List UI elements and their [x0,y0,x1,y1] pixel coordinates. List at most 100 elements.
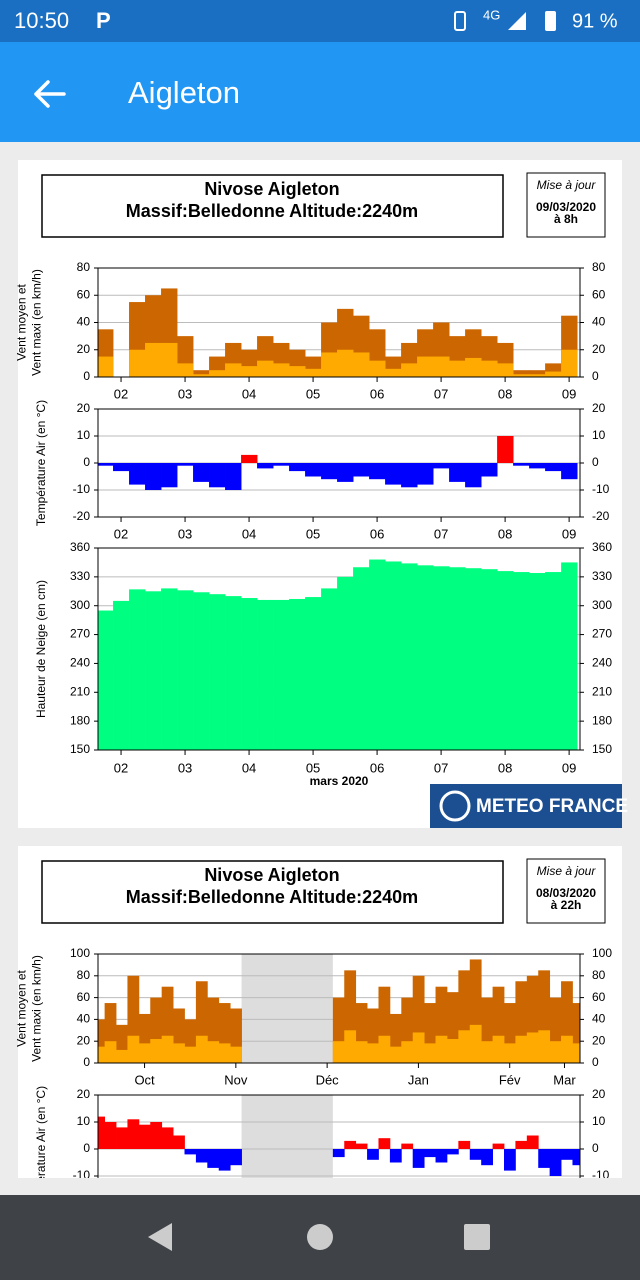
x-tick-label: 06 [370,526,384,541]
chart-title: Massif:Belledonne Altitude:2240m [126,201,418,221]
chart-title: Massif:Belledonne Altitude:2240m [126,887,418,907]
data-column [241,454,258,463]
x-tick-label: Nov [224,1072,248,1087]
data-column [193,592,210,750]
data-column [561,1035,573,1063]
data-column [184,1019,197,1063]
data-column [355,1143,368,1149]
update-info: Mise à jour [537,178,597,192]
data-column [225,363,242,377]
y-tick-label: 330 [70,569,90,583]
data-column [344,1140,357,1149]
y-tick-label: 10 [592,428,606,442]
y-tick-label: 20 [77,1033,91,1047]
data-column [465,463,482,488]
data-column [458,1030,471,1063]
data-column [378,986,391,1063]
y-axis-label: Vent moyen et [15,969,29,1046]
data-column [446,992,459,1063]
data-column [116,1127,128,1149]
y-axis-label: Vent moyen et [15,283,29,360]
x-tick-label: Jan [408,1072,429,1087]
y-axis-label: Température Air (en °C) [34,1086,48,1212]
data-column [549,1041,562,1063]
data-column [572,1149,581,1166]
y-tick-label: 20 [77,1087,91,1101]
y-axis-label: Température Air (en °C) [34,400,48,526]
y-tick-label: -20 [592,509,610,523]
data-column [161,588,178,750]
data-column [417,356,434,377]
nav-home[interactable] [307,1224,333,1250]
data-column [529,374,546,377]
y-tick-label: 0 [592,1055,599,1069]
data-column [417,463,434,485]
data-column [538,970,551,1063]
data-column [127,975,140,1063]
data-column [230,1046,242,1063]
data-column [545,463,562,472]
nav-back[interactable] [148,1223,172,1251]
data-column [378,1138,391,1149]
data-column [469,1149,482,1160]
x-tick-label: 08 [498,386,512,401]
data-column [98,463,114,466]
y-tick-label: 10 [77,428,91,442]
x-tick-label: 02 [114,386,128,401]
nav-recents[interactable] [464,1224,490,1250]
x-tick-label: 09 [562,526,576,541]
x-tick-label: Fév [499,1072,521,1087]
data-column [127,1035,140,1063]
x-tick-label: 07 [434,526,448,541]
data-column [161,1035,174,1063]
y-axis-label: Hauteur de Neige (en cm) [34,580,48,718]
data-column [241,366,258,377]
x-tick-label: 06 [370,760,384,775]
x-tick-label: 07 [434,386,448,401]
y-tick-label: 40 [592,315,606,329]
x-tick-label: Oct [134,1072,155,1087]
y-tick-label: 270 [592,627,612,641]
data-column [355,1003,368,1063]
data-column [344,1030,357,1063]
data-column [481,1149,493,1166]
data-column [529,370,546,377]
data-column [561,1149,573,1160]
status-bar [0,0,640,42]
data-column [435,1149,448,1163]
signal-icon [508,12,526,30]
data-column [529,573,546,750]
data-column [161,1127,174,1149]
y-tick-label: 210 [592,684,612,698]
data-column [145,463,162,490]
data-column [481,463,498,477]
data-column [129,463,146,485]
battery-level: 91 % [572,10,618,32]
app-title: Aigleton [128,75,240,110]
y-tick-label: 210 [70,684,90,698]
data-column [209,463,226,488]
data-column [193,370,210,377]
data-column [150,1122,163,1149]
data-column [412,1032,425,1063]
chart-title: Nivose Aigleton [204,179,339,199]
y-tick-label: 240 [70,656,90,670]
x-tick-label: Mar [553,1072,576,1087]
y-tick-label: 0 [83,369,90,383]
back-button[interactable] [34,80,66,108]
no-data-region [241,954,333,1063]
data-column [193,463,210,482]
update-info: 09/03/2020 [536,200,596,214]
y-tick-label: 60 [77,990,91,1004]
data-column [417,565,434,750]
data-column [449,567,466,750]
data-column [116,1024,128,1063]
data-column [435,986,448,1063]
data-column [129,589,146,750]
data-column [273,363,290,377]
data-column [98,1116,106,1149]
data-column [273,463,290,466]
data-column [481,360,498,377]
data-column [504,1003,516,1063]
